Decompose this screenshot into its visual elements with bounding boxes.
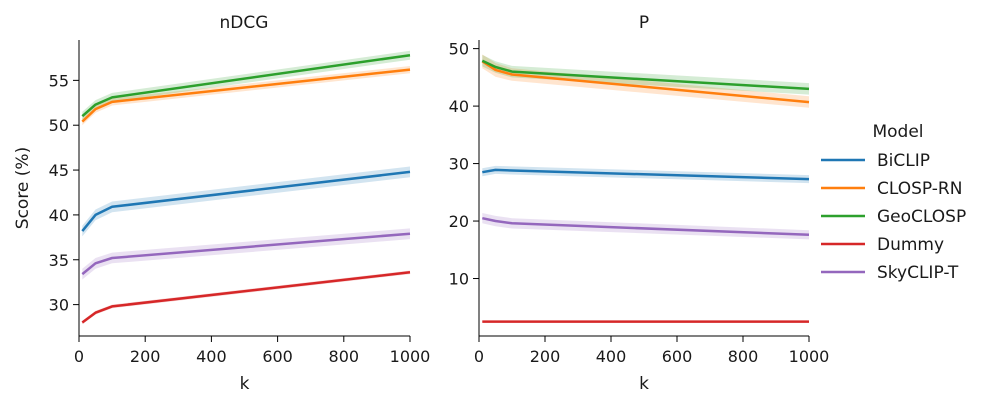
series-line-skyclip-t [482,216,810,237]
series-line-geoclosp [81,53,411,118]
legend-title: Model [872,122,923,142]
ci-band-skyclip-t [82,228,411,280]
x-tick-label: 0 [474,347,484,366]
legend: Model BiCLIP CLOSP-RN GeoCLOSP Dummy Sky… [821,122,966,283]
x-tick-label: 600 [662,347,693,366]
legend-item-dummy: Dummy [821,235,944,255]
panel-title: P [639,13,649,33]
y-tick-label: 20 [449,212,469,231]
ci-band-skyclip-t [482,213,809,240]
legend-label: GeoCLOSP [877,207,966,227]
series-line-skyclip-t [81,232,411,276]
legend-item-skyclip-t: SkyCLIP-T [821,263,959,283]
x-tick-label: 400 [196,347,227,366]
x-tick-label: 600 [262,347,293,366]
x-tick-label: 400 [596,347,627,366]
legend-label: SkyCLIP-T [877,263,959,283]
x-tick-label: 0 [74,347,84,366]
x-tick-label: 800 [728,347,759,366]
y-tick-label: 10 [449,270,469,289]
panel-p: P 0 200 400 600 800 1000 10 20 30 40 50 k [449,13,830,394]
y-tick-label: 50 [49,116,69,135]
y-tick-label: 55 [49,71,69,90]
legend-label: BiCLIP [877,151,930,171]
ci-band-closp-rn [82,66,411,126]
series-line-dummy [81,271,411,324]
x-axis-label: k [240,374,250,394]
legend-item-geoclosp: GeoCLOSP [821,207,966,227]
series-line-biclip [81,170,411,232]
y-axis-label: Score (%) [13,147,33,229]
x-tick-label: 1000 [390,347,431,366]
legend-item-closp-rn: CLOSP-RN [821,179,962,199]
y-tick-label: 40 [449,97,469,116]
x-tick-label: 1000 [789,347,830,366]
ci-band-geoclosp [82,50,411,121]
x-tick-label: 200 [530,347,561,366]
panel-ndcg: nDCG 0 200 400 600 800 1000 30 35 40 45 50 55 k Score … [13,13,430,394]
series-line-biclip [482,168,810,181]
x-tick-label: 800 [329,347,360,366]
y-tick-label: 40 [49,206,69,225]
y-tick-label: 30 [449,155,469,174]
series-line-closp-rn [81,68,411,123]
series-line-geoclosp [481,59,810,91]
y-tick-label: 50 [449,40,469,59]
legend-label: CLOSP-RN [877,179,962,199]
y-tick-label: 35 [49,251,69,270]
ci-band-biclip [82,166,411,237]
panel-title: nDCG [220,13,269,33]
x-axis-label: k [639,374,649,394]
x-tick-label: 200 [130,347,161,366]
series-line-closp-rn [481,60,810,104]
legend-label: Dummy [877,235,944,255]
y-tick-label: 45 [49,161,69,180]
y-tick-label: 30 [49,296,69,315]
legend-item-biclip: BiCLIP [821,151,930,171]
